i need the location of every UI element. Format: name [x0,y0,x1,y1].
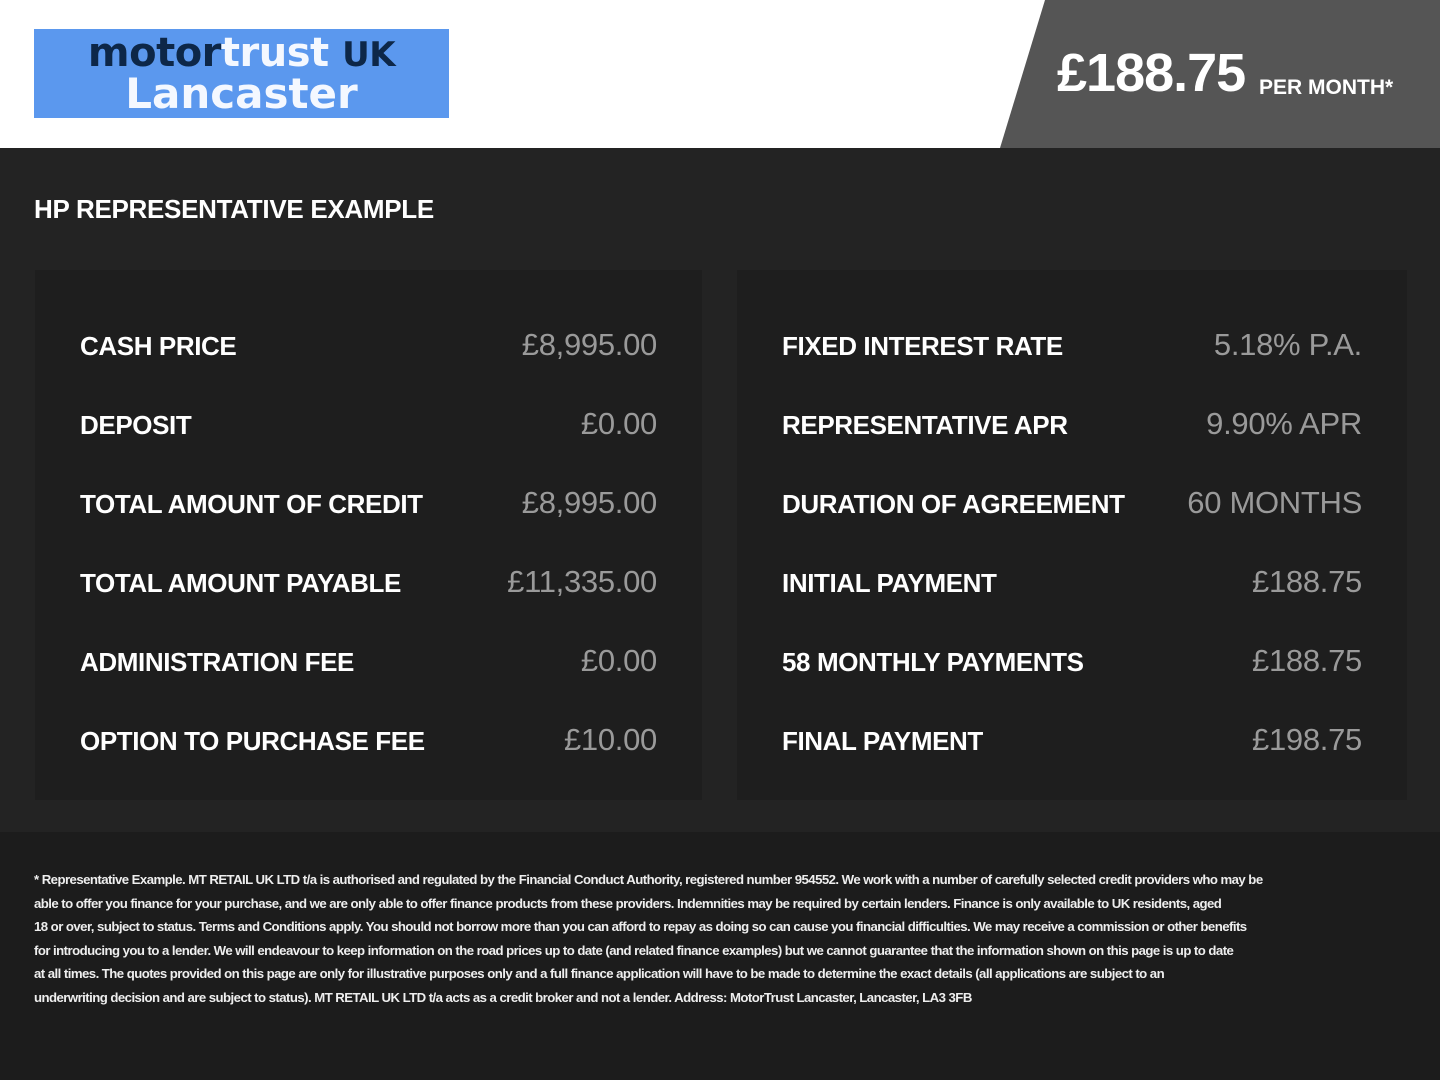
section-title: HP REPRESENTATIVE EXAMPLE [34,194,434,224]
price-banner [1000,0,1440,148]
finance-value: £0.00 [580,643,657,678]
finance-value: £10.00 [563,722,657,757]
finance-value: £188.75 [1252,643,1362,678]
finance-label: TOTAL AMOUNT OF CREDIT [80,489,423,519]
finance-label: DEPOSIT [80,410,192,440]
finance-value: 5.18% P.A. [1213,327,1362,362]
finance-label: FIXED INTEREST RATE [782,331,1063,361]
header: motortrust UK Lancaster £188.75 PER MONT… [0,0,1440,148]
finance-value: £11,335.00 [507,564,657,599]
finance-label: OPTION TO PURCHASE FEE [80,726,425,756]
finance-label: ADMINISTRATION FEE [80,647,354,677]
finance-row: TOTAL AMOUNT PAYABLE £11,335.00 [35,562,702,602]
finance-row: 58 MONTHLY PAYMENTS £188.75 [737,641,1407,681]
finance-label: REPRESENTATIVE APR [782,410,1068,440]
finance-row: INITIAL PAYMENT £188.75 [737,562,1407,602]
finance-row: DURATION OF AGREEMENT 60 MONTHS [737,483,1407,523]
finance-row: REPRESENTATIVE APR 9.90% APR [737,404,1407,444]
finance-row: FIXED INTEREST RATE 5.18% P.A. [737,325,1407,365]
finance-value: £188.75 [1252,564,1362,599]
finance-row: TOTAL AMOUNT OF CREDIT £8,995.00 [35,483,702,523]
finance-label: CASH PRICE [80,331,237,361]
finance-label: DURATION OF AGREEMENT [782,489,1125,519]
finance-value: £8,995.00 [521,327,658,362]
disclaimer-line: 18 or over, subject to status. Terms and… [34,919,1247,935]
logo-text-location: Lancaster [125,69,358,118]
finance-value: £8,995.00 [521,485,658,520]
monthly-price: £188.75 [1057,43,1246,103]
finance-label: FINAL PAYMENT [782,726,983,756]
finance-label: 58 MONTHLY PAYMENTS [782,647,1084,677]
disclaimer-line: for introducing you to a lender. We will… [34,942,1234,958]
per-month-label: PER MONTH* [1259,76,1394,99]
logo-text-motor: motor [87,30,222,76]
disclaimer-line: underwriting decision and are subject to… [34,989,972,1005]
dealer-logo: motortrust UK Lancaster [34,29,449,118]
finance-value: £0.00 [580,406,657,441]
disclaimer-line: at all times. The quotes provided on thi… [34,966,1165,982]
finance-row: ADMINISTRATION FEE £0.00 [35,641,702,681]
finance-value: 9.90% APR [1206,406,1362,441]
logo-text-trust: trust [220,30,329,76]
finance-row: DEPOSIT £0.00 [35,404,702,444]
finance-row: CASH PRICE £8,995.00 [35,325,702,365]
finance-value: 60 MONTHS [1187,485,1362,520]
finance-value: £198.75 [1252,722,1362,757]
finance-label: TOTAL AMOUNT PAYABLE [80,568,401,598]
finance-label: INITIAL PAYMENT [782,568,997,598]
logo-text-uk: UK [342,35,396,75]
finance-row: OPTION TO PURCHASE FEE £10.00 [35,720,702,760]
disclaimer-line: able to offer you finance for your purch… [34,895,1222,911]
finance-row: FINAL PAYMENT £198.75 [737,720,1407,760]
disclaimer: * Representative Example. MT RETAIL UK L… [34,868,1324,1010]
finance-panel-left: CASH PRICE £8,995.00 DEPOSIT £0.00 TOTAL AMO… [35,270,702,800]
finance-panel-right: FIXED INTEREST RATE 5.18% P.A. REPRESENTAT… [737,270,1407,800]
disclaimer-line: * Representative Example. MT RETAIL UK L… [34,872,1263,887]
